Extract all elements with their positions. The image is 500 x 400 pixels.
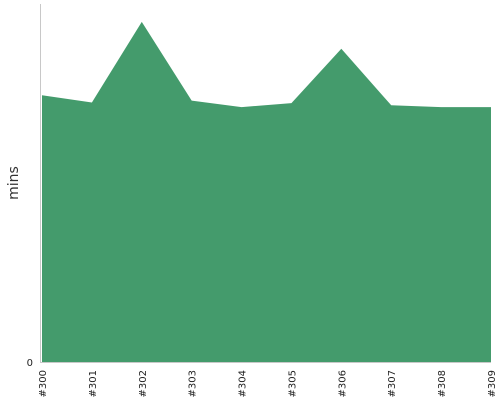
x-tick-label: #305 <box>287 370 298 397</box>
x-tick-label: #304 <box>238 370 249 397</box>
x-tick-label: #302 <box>138 370 149 397</box>
y-tick-label: 0 <box>27 358 33 369</box>
y-axis-ticks: 0 <box>27 358 33 369</box>
x-tick-label: #309 <box>487 370 498 397</box>
x-tick-label: #303 <box>188 370 199 397</box>
x-tick-label: #307 <box>387 370 398 397</box>
area-series <box>42 21 491 363</box>
x-tick-label: #306 <box>337 370 348 397</box>
x-tick-label: #300 <box>38 370 49 397</box>
y-axis-title: mins <box>6 166 22 200</box>
area-layer <box>42 21 491 363</box>
x-tick-label: #308 <box>437 370 448 397</box>
x-axis-ticks: #300 #301 #302 #303 #304 #305 #306 #307 #308 #309 <box>38 370 498 397</box>
x-tick-label: #301 <box>88 370 99 397</box>
